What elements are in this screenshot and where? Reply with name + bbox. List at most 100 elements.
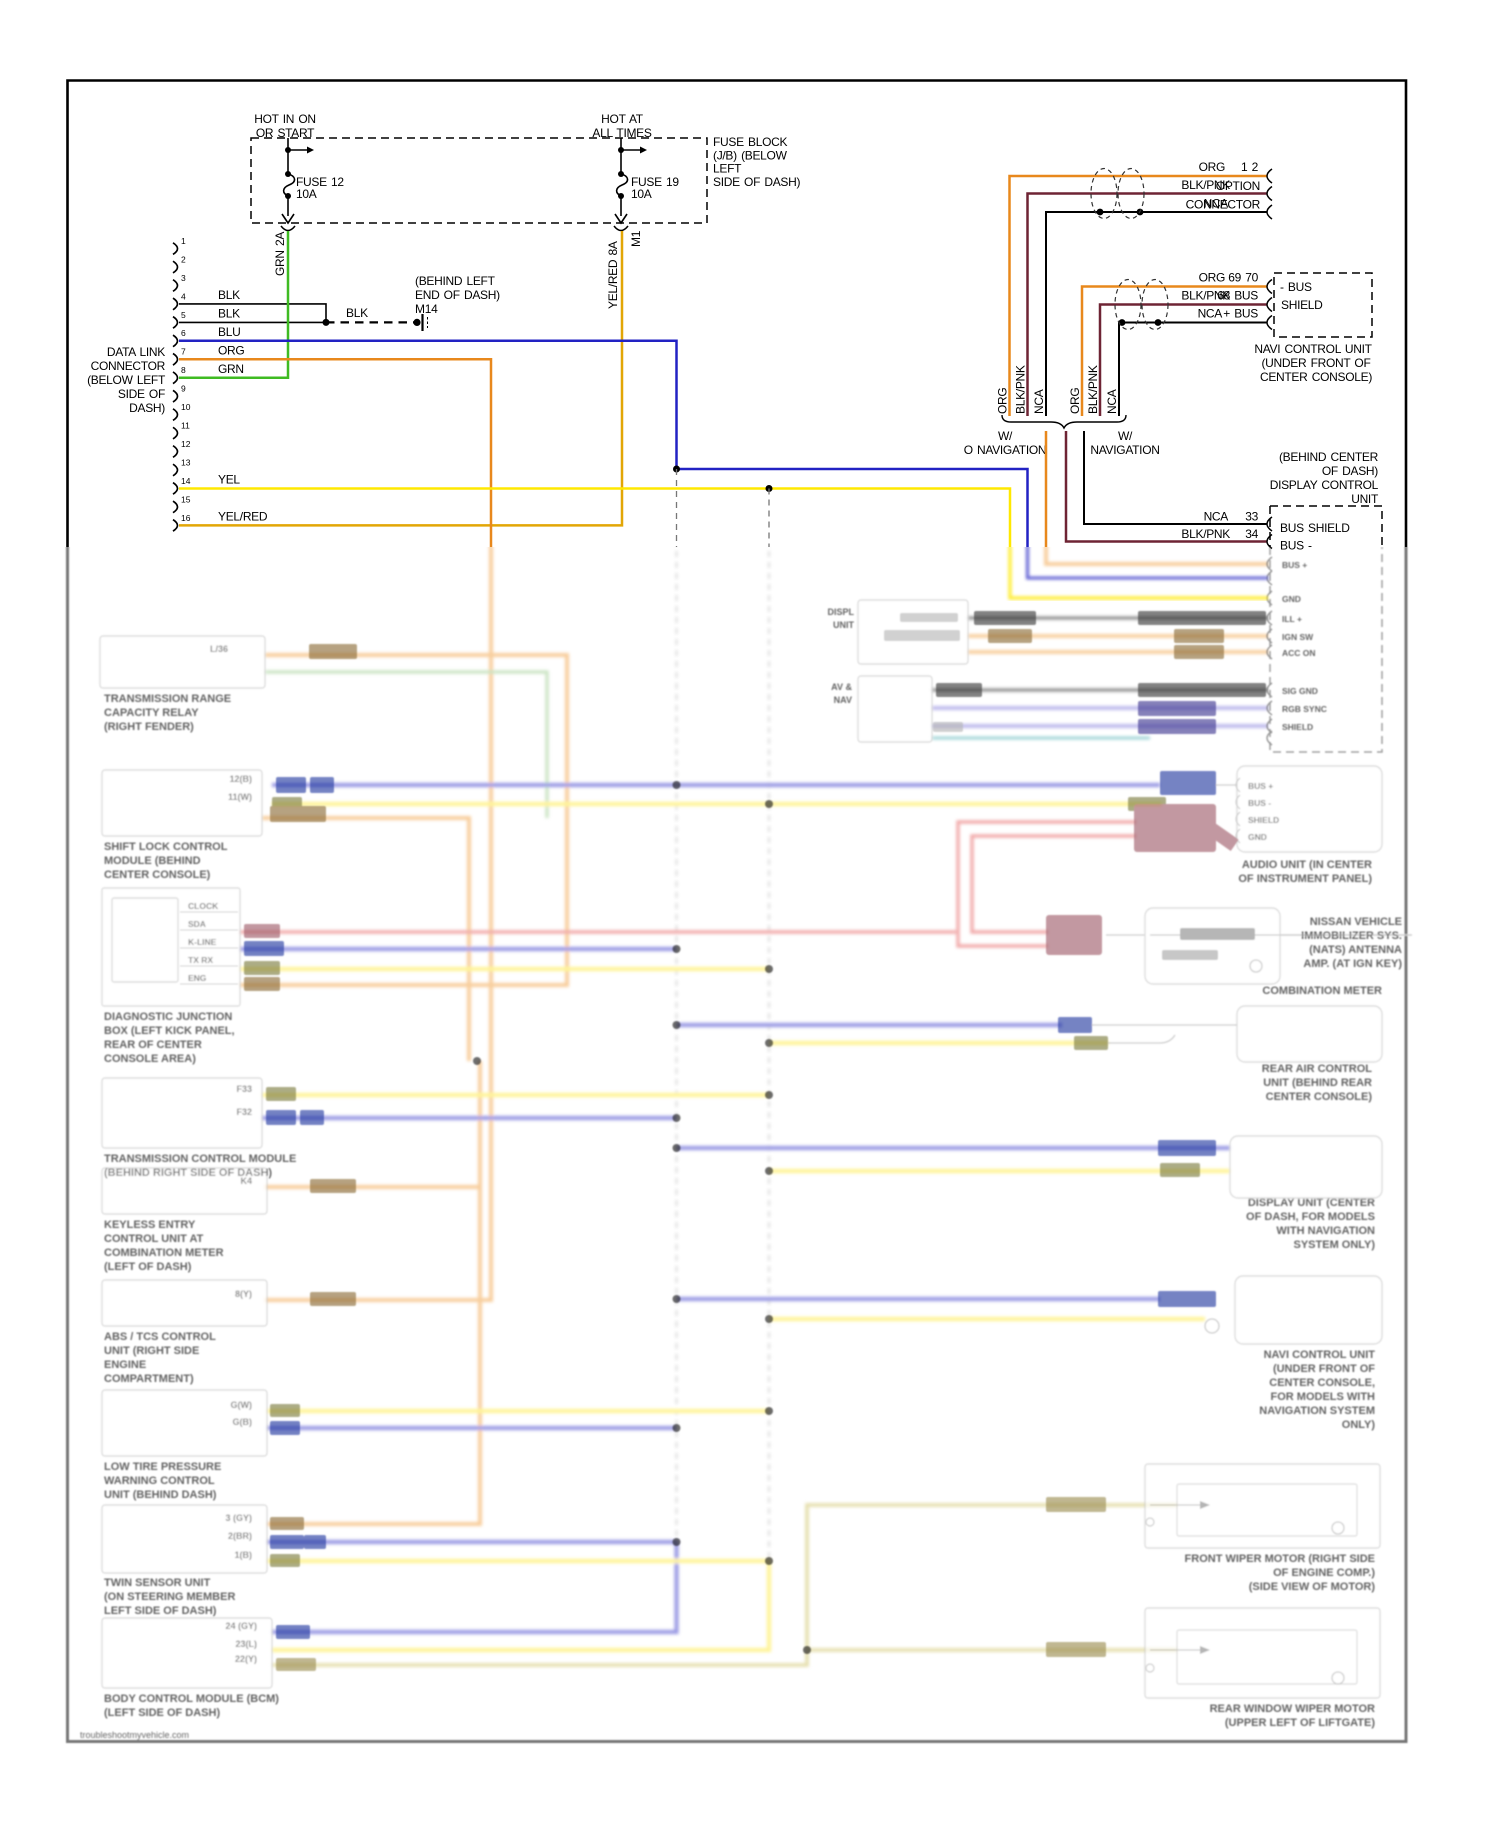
svg-text:AV &: AV & [831, 682, 852, 692]
svg-text:HOT IN ON: HOT IN ON [254, 112, 315, 126]
svg-text:F33: F33 [236, 1084, 252, 1094]
svg-text:BODY CONTROL MODULE (BCM): BODY CONTROL MODULE (BCM) [104, 1693, 279, 1705]
svg-text:NAVI CONTROL UNIT: NAVI CONTROL UNIT [1254, 342, 1372, 356]
svg-text:BLK/PNK: BLK/PNK [1181, 527, 1230, 541]
svg-text:BUS SHIELD: BUS SHIELD [1280, 521, 1350, 535]
svg-text:8(Y): 8(Y) [235, 1289, 252, 1299]
svg-text:YEL/RED: YEL/RED [218, 510, 268, 524]
svg-text:FUSE BLOCK: FUSE BLOCK [713, 135, 788, 149]
svg-text:LEFT SIDE OF DASH): LEFT SIDE OF DASH) [104, 1605, 217, 1617]
svg-text:SHIELD: SHIELD [1281, 298, 1323, 312]
svg-text:BLK/PNK: BLK/PNK [1181, 178, 1230, 192]
svg-text:W/: W/ [1118, 429, 1133, 443]
svg-text:34: 34 [1245, 527, 1258, 541]
svg-text:ORG: ORG [1068, 388, 1082, 414]
svg-text:BOX (LEFT KICK PANEL,: BOX (LEFT KICK PANEL, [104, 1025, 235, 1037]
svg-text:ILL +: ILL + [1282, 614, 1302, 624]
svg-text:24 (GY): 24 (GY) [225, 1621, 257, 1631]
svg-text:23(L): 23(L) [235, 1639, 257, 1649]
svg-text:ORG: ORG [218, 344, 244, 358]
svg-text:KEYLESS ENTRY: KEYLESS ENTRY [104, 1219, 196, 1231]
svg-text:UNIT (BEHIND DASH): UNIT (BEHIND DASH) [104, 1489, 217, 1501]
svg-text:6: 6 [181, 328, 186, 338]
svg-text:IGN SW: IGN SW [1282, 632, 1314, 642]
svg-text:SIDE OF DASH): SIDE OF DASH) [713, 175, 800, 189]
svg-text:FUSE 12: FUSE 12 [296, 175, 344, 189]
svg-text:BLK: BLK [218, 288, 240, 302]
svg-text:9: 9 [181, 384, 186, 394]
svg-text:CAPACITY RELAY: CAPACITY RELAY [104, 707, 199, 719]
svg-text:O NAVIGATION: O NAVIGATION [964, 443, 1047, 457]
svg-text:REAR OF CENTER: REAR OF CENTER [104, 1039, 202, 1051]
svg-text:DISPLAY UNIT (CENTER: DISPLAY UNIT (CENTER [1248, 1197, 1375, 1209]
svg-text:ONLY): ONLY) [1342, 1419, 1376, 1431]
svg-text:RGB SYNC: RGB SYNC [1282, 704, 1327, 714]
svg-text:ORG: ORG [1199, 271, 1225, 285]
svg-text:TRANSMISSION RANGE: TRANSMISSION RANGE [104, 693, 231, 705]
svg-text:16: 16 [181, 513, 191, 523]
svg-text:BUS -: BUS - [1248, 798, 1271, 808]
svg-text:SHIELD: SHIELD [1248, 815, 1279, 825]
svg-text:LEFT: LEFT [713, 162, 742, 176]
svg-text:NCA: NCA [1204, 510, 1229, 524]
svg-text:L/36: L/36 [210, 644, 228, 654]
svg-text:GND: GND [1282, 594, 1301, 604]
svg-text:OR START: OR START [256, 126, 315, 140]
svg-text:CENTER CONSOLE,: CENTER CONSOLE, [1269, 1377, 1375, 1389]
svg-text:BLK/PNK: BLK/PNK [1086, 365, 1100, 414]
svg-text:CLOCK: CLOCK [188, 901, 219, 911]
svg-text:COMBINATION METER: COMBINATION METER [1262, 985, 1382, 997]
svg-text:HOT AT: HOT AT [601, 112, 644, 126]
svg-text:COMBINATION METER: COMBINATION METER [104, 1247, 224, 1259]
svg-text:(BEHIND RIGHT SIDE OF DASH): (BEHIND RIGHT SIDE OF DASH) [104, 1167, 272, 1179]
svg-text:11: 11 [181, 421, 190, 431]
svg-text:TRANSMISSION CONTROL MODULE: TRANSMISSION CONTROL MODULE [104, 1153, 296, 1165]
svg-text:NAVIGATION SYSTEM: NAVIGATION SYSTEM [1259, 1405, 1375, 1417]
svg-text:(LEFT SIDE OF DASH): (LEFT SIDE OF DASH) [104, 1707, 220, 1719]
svg-text:(J/B) (BELOW: (J/B) (BELOW [713, 148, 788, 162]
svg-text:GND: GND [1248, 832, 1267, 842]
svg-text:12(B): 12(B) [229, 774, 252, 784]
svg-text:BUS +: BUS + [1248, 781, 1273, 791]
svg-text:FOR MODELS WITH: FOR MODELS WITH [1271, 1391, 1376, 1403]
svg-text:TX RX: TX RX [188, 955, 213, 965]
svg-text:13: 13 [181, 457, 191, 467]
svg-text:68 BUS: 68 BUS [1217, 289, 1258, 303]
svg-text:WITH NAVIGATION: WITH NAVIGATION [1276, 1225, 1375, 1237]
svg-text:SYSTEM ONLY): SYSTEM ONLY) [1294, 1239, 1376, 1251]
svg-text:SIG GND: SIG GND [1282, 686, 1318, 696]
svg-text:BUS -: BUS - [1280, 539, 1312, 553]
svg-text:FRONT WIPER MOTOR (RIGHT SIDE: FRONT WIPER MOTOR (RIGHT SIDE [1185, 1553, 1375, 1565]
svg-text:4: 4 [181, 291, 186, 301]
svg-text:OPTION: OPTION [1216, 179, 1260, 193]
svg-text:CONSOLE AREA): CONSOLE AREA) [104, 1053, 196, 1065]
svg-text:M1: M1 [629, 230, 643, 247]
svg-text:WARNING CONTROL: WARNING CONTROL [104, 1475, 215, 1487]
svg-text:SDA: SDA [188, 919, 206, 929]
svg-text:DATA LINK: DATA LINK [107, 345, 165, 359]
svg-text:1 2: 1 2 [1241, 160, 1259, 174]
svg-text:REAR AIR CONTROL: REAR AIR CONTROL [1262, 1063, 1372, 1075]
svg-text:BLK/PNK: BLK/PNK [1014, 365, 1028, 414]
svg-text:3 (GY): 3 (GY) [225, 1513, 252, 1523]
svg-text:YEL: YEL [218, 473, 240, 487]
svg-text:1(B): 1(B) [235, 1550, 253, 1560]
svg-text:END OF DASH): END OF DASH) [415, 288, 500, 302]
svg-text:NAV: NAV [834, 695, 852, 705]
svg-text:CONTROL UNIT AT: CONTROL UNIT AT [104, 1233, 204, 1245]
svg-text:ENGINE: ENGINE [104, 1359, 146, 1371]
svg-text:DISPL: DISPL [827, 607, 854, 617]
svg-text:BLK: BLK [346, 306, 368, 320]
svg-text:(BEHIND LEFT: (BEHIND LEFT [415, 274, 496, 288]
svg-text:FUSE 19: FUSE 19 [631, 175, 679, 189]
svg-text:G(W): G(W) [231, 1400, 253, 1410]
svg-text:BLK: BLK [218, 307, 240, 321]
svg-text:ORG: ORG [1199, 160, 1225, 174]
svg-text:BUS +: BUS + [1282, 560, 1307, 570]
svg-text:F32: F32 [236, 1107, 252, 1117]
svg-text:14: 14 [181, 476, 191, 486]
svg-text:(BELOW LEFT: (BELOW LEFT [87, 373, 166, 387]
svg-text:W/: W/ [998, 429, 1013, 443]
svg-text:ABS / TCS CONTROL: ABS / TCS CONTROL [104, 1331, 216, 1343]
svg-text:2(BR): 2(BR) [228, 1531, 252, 1541]
